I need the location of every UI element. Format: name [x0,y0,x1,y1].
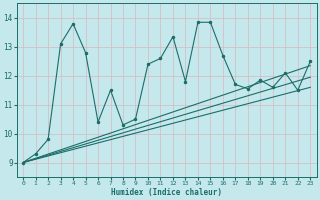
X-axis label: Humidex (Indice chaleur): Humidex (Indice chaleur) [111,188,222,197]
